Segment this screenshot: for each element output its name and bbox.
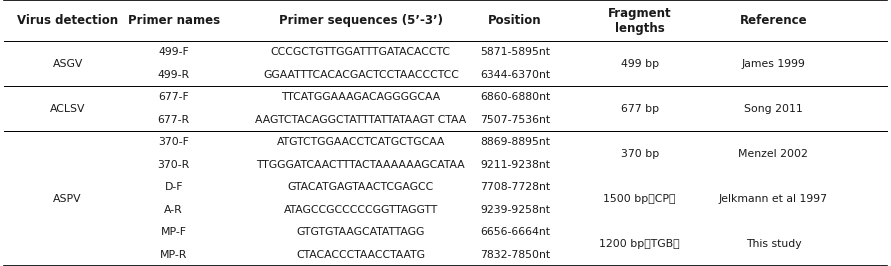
- Text: GGAATTTCACACGACTCCTAACCCTCC: GGAATTTCACACGACTCCTAACCCTCC: [263, 70, 459, 80]
- Text: 5871-5895nt: 5871-5895nt: [480, 47, 550, 57]
- Text: This study: This study: [746, 239, 801, 248]
- Text: 370-F: 370-F: [159, 137, 189, 147]
- Text: 677 bp: 677 bp: [621, 104, 658, 114]
- Text: MP-F: MP-F: [160, 227, 187, 237]
- Text: GTACATGAGTAACTCGAGCC: GTACATGAGTAACTCGAGCC: [288, 182, 434, 192]
- Text: 9239-9258nt: 9239-9258nt: [480, 205, 550, 215]
- Text: ACLSV: ACLSV: [50, 104, 86, 114]
- Text: CCCGCTGTTGGATTTGATACACCTC: CCCGCTGTTGGATTTGATACACCTC: [271, 47, 451, 57]
- Text: 370-R: 370-R: [158, 160, 190, 170]
- Text: 499-F: 499-F: [159, 47, 189, 57]
- Text: 499-R: 499-R: [158, 70, 190, 80]
- Text: James 1999: James 1999: [741, 59, 805, 69]
- Text: 677-R: 677-R: [158, 115, 190, 125]
- Text: 370 bp: 370 bp: [621, 149, 658, 159]
- Text: Jelkmann et al 1997: Jelkmann et al 1997: [719, 194, 828, 203]
- Text: 1200 bp（TGB）: 1200 bp（TGB）: [600, 239, 680, 248]
- Text: 7832-7850nt: 7832-7850nt: [480, 250, 550, 260]
- Text: ASPV: ASPV: [53, 194, 82, 203]
- Text: Primer names: Primer names: [127, 14, 220, 27]
- Text: MP-R: MP-R: [160, 250, 187, 260]
- Text: 7507-7536nt: 7507-7536nt: [480, 115, 550, 125]
- Text: Primer sequences (5’-3’): Primer sequences (5’-3’): [279, 14, 443, 27]
- Text: 9211-9238nt: 9211-9238nt: [480, 160, 550, 170]
- Text: 499 bp: 499 bp: [621, 59, 658, 69]
- Text: CTACACCCTAACCTAATG: CTACACCCTAACCTAATG: [297, 250, 425, 260]
- Text: TTGGGATCAACTTTACTAAAAAAGCATAA: TTGGGATCAACTTTACTAAAAAAGCATAA: [257, 160, 465, 170]
- Text: 6860-6880nt: 6860-6880nt: [480, 92, 550, 102]
- Text: 677-F: 677-F: [159, 92, 189, 102]
- Text: ATGTCTGGAACCTCATGCTGCAA: ATGTCTGGAACCTCATGCTGCAA: [276, 137, 446, 147]
- Text: GTGTGTAAGCATATTAGG: GTGTGTAAGCATATTAGG: [297, 227, 425, 237]
- Text: 6344-6370nt: 6344-6370nt: [480, 70, 550, 80]
- Text: TTCATGGAAAGACAGGGGCAA: TTCATGGAAAGACAGGGGCAA: [282, 92, 440, 102]
- Text: D-F: D-F: [165, 182, 183, 192]
- Text: 6656-6664nt: 6656-6664nt: [480, 227, 550, 237]
- Text: 1500 bp（CP）: 1500 bp（CP）: [603, 194, 676, 203]
- Text: Virus detection: Virus detection: [17, 14, 119, 27]
- Text: AAGTCTACAGGCTATTTATTATAAGT CTAA: AAGTCTACAGGCTATTTATTATAAGT CTAA: [255, 115, 467, 125]
- Text: A-R: A-R: [164, 205, 184, 215]
- Text: ASGV: ASGV: [53, 59, 83, 69]
- Text: Menzel 2002: Menzel 2002: [739, 149, 808, 159]
- Text: Fragment
lengths: Fragment lengths: [608, 7, 672, 35]
- Text: 8869-8895nt: 8869-8895nt: [480, 137, 550, 147]
- Text: Song 2011: Song 2011: [744, 104, 803, 114]
- Text: 7708-7728nt: 7708-7728nt: [480, 182, 550, 192]
- Text: Position: Position: [488, 14, 542, 27]
- Text: ATAGCCGCCCCCGGTTAGGTT: ATAGCCGCCCCCGGTTAGGTT: [283, 205, 438, 215]
- Text: Reference: Reference: [740, 14, 807, 27]
